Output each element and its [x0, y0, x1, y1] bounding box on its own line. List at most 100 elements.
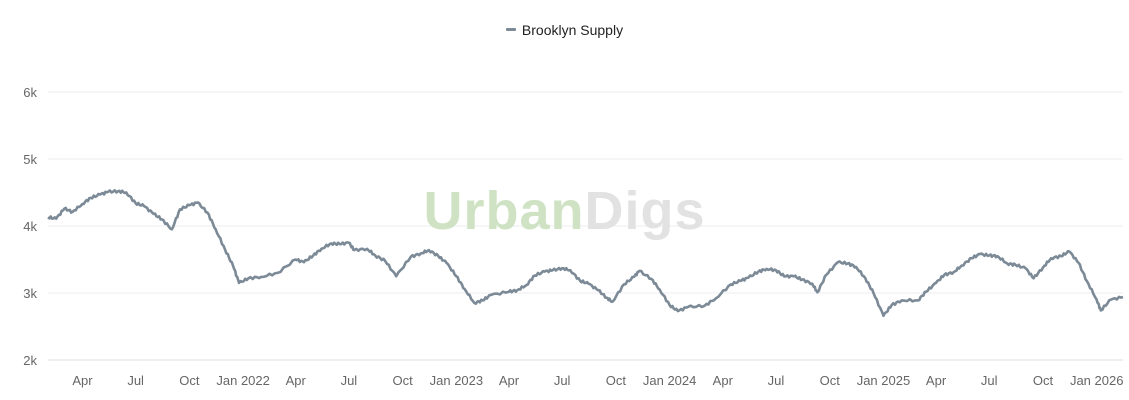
data-point[interactable] — [301, 259, 307, 265]
data-point[interactable] — [258, 274, 264, 280]
data-point[interactable] — [70, 209, 76, 215]
data-point[interactable] — [337, 241, 343, 247]
data-point[interactable] — [773, 267, 779, 273]
data-point[interactable] — [462, 286, 468, 292]
data-point[interactable] — [472, 300, 478, 306]
data-point[interactable] — [133, 200, 139, 206]
data-point[interactable] — [1094, 297, 1100, 303]
legend-item-brooklyn-supply[interactable]: Brooklyn Supply — [505, 22, 623, 38]
data-point[interactable] — [435, 253, 441, 259]
data-point[interactable] — [88, 195, 94, 201]
data-point[interactable] — [959, 263, 965, 269]
data-point[interactable] — [364, 246, 370, 252]
data-point[interactable] — [604, 295, 610, 301]
data-point[interactable] — [275, 270, 281, 276]
data-point[interactable] — [941, 272, 947, 278]
data-point[interactable] — [230, 263, 236, 269]
data-point[interactable] — [542, 269, 548, 275]
data-point[interactable] — [871, 290, 877, 296]
data-point[interactable] — [933, 280, 939, 286]
data-point[interactable] — [657, 287, 663, 293]
data-point[interactable] — [169, 226, 175, 232]
data-point[interactable] — [115, 188, 121, 194]
data-point[interactable] — [977, 251, 983, 257]
data-point[interactable] — [408, 254, 414, 260]
data-point[interactable] — [899, 297, 905, 303]
data-point[interactable] — [97, 192, 103, 198]
data-point[interactable] — [444, 260, 450, 266]
data-point[interactable] — [1048, 255, 1054, 261]
data-point[interactable] — [713, 295, 719, 301]
data-point[interactable] — [195, 200, 201, 206]
data-point[interactable] — [205, 210, 211, 216]
data-point[interactable] — [702, 303, 708, 309]
data-point[interactable] — [222, 246, 228, 252]
series-line-0[interactable] — [47, 189, 1124, 318]
data-point[interactable] — [186, 202, 192, 208]
data-point[interactable] — [236, 280, 242, 286]
data-point[interactable] — [631, 274, 637, 280]
data-point[interactable] — [346, 240, 352, 246]
data-point[interactable] — [382, 258, 388, 264]
data-point[interactable] — [1022, 265, 1028, 271]
data-point[interactable] — [809, 281, 815, 287]
data-point[interactable] — [799, 277, 805, 283]
data-point[interactable] — [53, 216, 59, 222]
data-point[interactable] — [159, 216, 165, 222]
data-point[interactable] — [951, 269, 957, 275]
data-point[interactable] — [213, 226, 219, 232]
data-point[interactable] — [845, 261, 851, 267]
data-point[interactable] — [453, 273, 459, 279]
data-point[interactable] — [567, 267, 573, 273]
data-point[interactable] — [532, 273, 538, 279]
data-point[interactable] — [318, 246, 324, 252]
data-point[interactable] — [151, 211, 157, 217]
data-point[interactable] — [923, 289, 929, 295]
data-point[interactable] — [105, 189, 111, 195]
data-point[interactable] — [141, 203, 147, 209]
data-point[interactable] — [393, 273, 399, 279]
data-point[interactable] — [881, 313, 887, 319]
data-point[interactable] — [506, 289, 512, 295]
data-point[interactable] — [791, 273, 797, 279]
data-point[interactable] — [585, 281, 591, 287]
data-point[interactable] — [675, 308, 681, 314]
data-point[interactable] — [969, 255, 975, 261]
data-point[interactable] — [418, 251, 424, 257]
data-point[interactable] — [351, 247, 357, 253]
data-point[interactable] — [550, 267, 556, 273]
data-point[interactable] — [781, 273, 787, 279]
data-point[interactable] — [1058, 253, 1064, 259]
data-point[interactable] — [1098, 307, 1104, 313]
data-point[interactable] — [1120, 294, 1126, 300]
data-point[interactable] — [45, 214, 51, 220]
data-point[interactable] — [245, 275, 251, 281]
data-point[interactable] — [1031, 275, 1037, 281]
data-point[interactable] — [737, 278, 743, 284]
data-point[interactable] — [609, 299, 615, 305]
data-point[interactable] — [480, 297, 486, 303]
data-point[interactable] — [621, 281, 627, 287]
data-point[interactable] — [1040, 265, 1046, 271]
data-point[interactable] — [123, 190, 129, 196]
data-point[interactable] — [685, 304, 691, 310]
data-point[interactable] — [862, 275, 868, 281]
data-point[interactable] — [293, 257, 299, 263]
data-point[interactable] — [649, 276, 655, 282]
data-point[interactable] — [177, 206, 183, 212]
data-point[interactable] — [61, 206, 67, 212]
data-point[interactable] — [667, 302, 673, 308]
data-point[interactable] — [889, 302, 895, 308]
data-point[interactable] — [1004, 261, 1010, 267]
data-point[interactable] — [764, 266, 770, 272]
data-point[interactable] — [310, 253, 316, 259]
data-point[interactable] — [814, 289, 820, 295]
data-point[interactable] — [1066, 249, 1072, 255]
data-point[interactable] — [636, 268, 642, 274]
data-point[interactable] — [372, 253, 378, 259]
data-point[interactable] — [986, 253, 992, 259]
data-point[interactable] — [835, 259, 841, 265]
data-point[interactable] — [728, 281, 734, 287]
data-point[interactable] — [595, 287, 601, 293]
data-point[interactable] — [853, 264, 859, 270]
